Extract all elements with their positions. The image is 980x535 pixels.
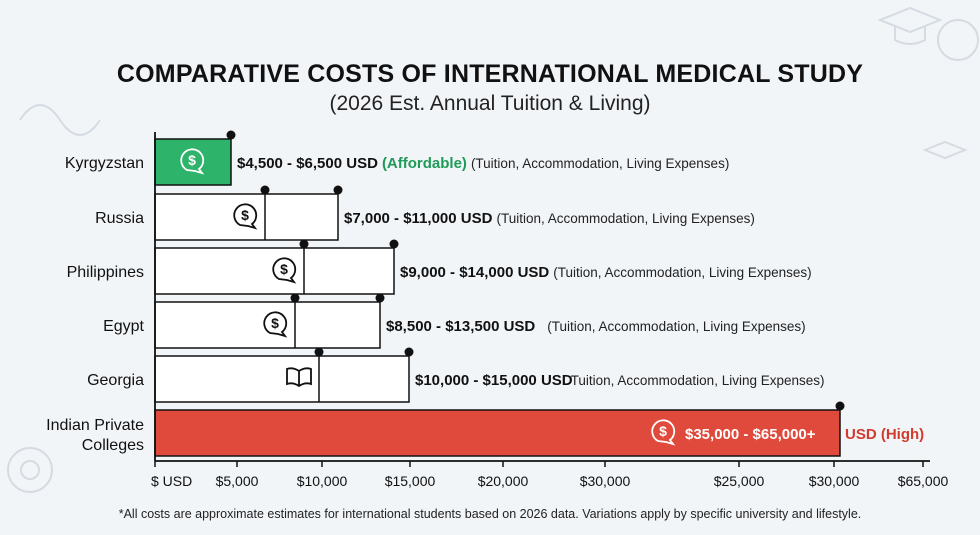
range-low-dot	[314, 347, 324, 357]
range-high-dot	[375, 293, 385, 303]
x-tick-label: $20,000	[478, 473, 529, 489]
svg-text:$: $	[280, 261, 288, 277]
data-label-detail: (Tuition, Accommodation, Living Expenses…	[547, 319, 805, 334]
range-low-dot	[299, 239, 309, 249]
range-high-dot	[333, 185, 343, 195]
category-label: Kyrgyzstan	[65, 155, 144, 172]
category-label: Egypt	[103, 318, 144, 335]
data-label: $35,000 - $65,000+	[685, 426, 816, 443]
data-label-detail: (Tuition, Accommodation, Living Expenses…	[553, 265, 811, 280]
data-label: $10,000 - $15,000 USD	[415, 372, 573, 389]
x-tick-label: $15,000	[385, 473, 436, 489]
x-tick-label: $10,000	[297, 473, 348, 489]
data-label: $4,500 - $6,500 USD	[237, 155, 378, 172]
data-label-tag: (Affordable)	[382, 155, 467, 172]
data-label-detail: (Tuition, Accommodation, Living Expenses…	[496, 211, 754, 226]
x-tick-label: $30,000	[809, 473, 860, 489]
data-label: $7,000 - $11,000 USD	[344, 210, 493, 227]
range-bar-chart: Kyrgyzstan $ $4,500 - $6,500 USD (Affordabl…	[46, 130, 949, 489]
range-high-dot	[389, 239, 399, 249]
x-tick-label: $25,000	[714, 473, 765, 489]
category-label: Philippines	[67, 264, 144, 281]
range-high-dot	[226, 130, 236, 140]
range-low-dot	[260, 185, 270, 195]
range-high-dot	[835, 401, 845, 411]
x-tick-label: $65,000	[898, 473, 949, 489]
dollar-icon: $	[272, 257, 297, 284]
dollar-icon: $	[233, 203, 258, 230]
dollar-icon: $	[180, 148, 205, 175]
footnote: *All costs are approximate estimates for…	[118, 507, 862, 521]
chart-subtitle: (2026 Est. Annual Tuition & Living)	[329, 92, 651, 115]
x-tick-label: $ USD	[151, 473, 192, 489]
range-low-dot	[290, 293, 300, 303]
bar	[154, 247, 395, 295]
book-icon	[286, 367, 312, 388]
data-label-detail: Tuition, Accommodation, Living Expenses)	[571, 373, 825, 388]
dollar-icon: $	[651, 419, 676, 446]
category-label: Georgia	[87, 372, 144, 389]
category-label: Indian Private	[46, 417, 144, 434]
x-tick-label: $30,000	[580, 473, 631, 489]
bar	[154, 301, 381, 349]
data-label: $9,000 - $14,000 USD	[400, 264, 549, 281]
dollar-icon: $	[263, 311, 288, 338]
data-label-detail: (Tuition, Accommodation, Living Expenses…	[471, 156, 729, 171]
x-tick-label: $5,000	[216, 473, 259, 489]
svg-text:$: $	[188, 152, 196, 168]
bar	[154, 138, 232, 186]
svg-text:$: $	[271, 315, 279, 331]
range-high-dot	[404, 347, 414, 357]
svg-text:$: $	[659, 423, 667, 439]
data-label: $8,500 - $13,500 USD	[386, 318, 535, 335]
bar	[154, 355, 410, 403]
category-label: Colleges	[82, 437, 144, 454]
data-label-tag: USD (High)	[845, 426, 924, 443]
svg-text:$: $	[241, 207, 249, 223]
category-label: Russia	[95, 210, 144, 227]
bar	[154, 193, 339, 241]
chart-title: COMPARATIVE COSTS OF INTERNATIONAL MEDIC…	[116, 60, 864, 88]
